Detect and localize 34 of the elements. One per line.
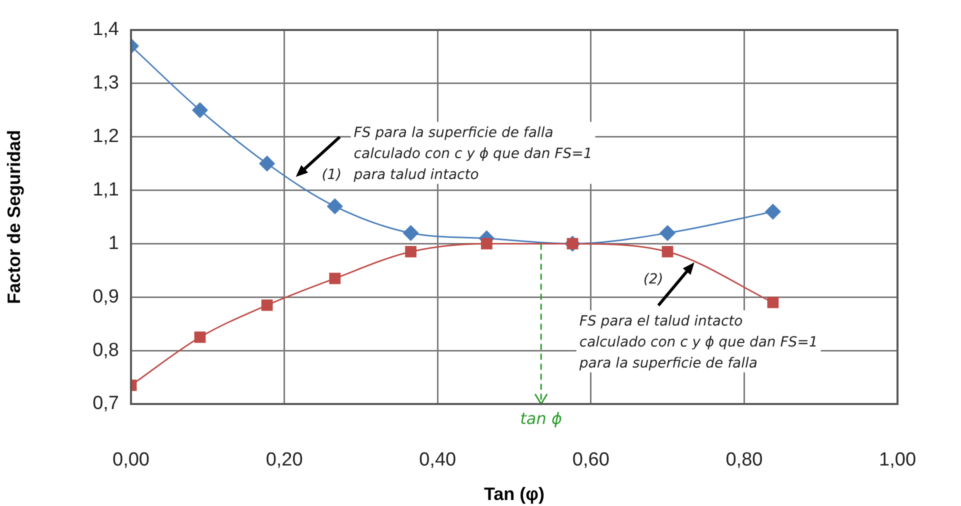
y-tick-label: 1 (108, 232, 119, 254)
x-tick-label: 0,40 (419, 450, 456, 471)
point (765, 204, 781, 220)
y-axis-title: Factor de Seguridad (4, 130, 24, 304)
point (327, 198, 343, 214)
x-axis-title: Tan (φ) (484, 484, 545, 504)
x-tick-label: 0,20 (266, 450, 303, 471)
y-tick-label: 0,9 (92, 286, 119, 308)
y-tick-label: 1,3 (92, 72, 119, 94)
point (405, 246, 416, 258)
point (329, 272, 341, 284)
point (660, 225, 676, 241)
point (194, 332, 206, 343)
y-tick-label: 1,2 (92, 126, 119, 148)
point (767, 296, 779, 308)
point (403, 225, 419, 241)
point (259, 156, 275, 172)
annotation: FS para la superficie de falla calculado con c y ϕ que dan FS=1 para talud intacto (352, 124, 592, 183)
point (192, 102, 208, 118)
x-tick-label: 0,80 (726, 450, 763, 471)
point (261, 299, 273, 311)
annotation: FS para el talud intacto calculado con c y ϕ que dan FS=1 para la superficie de falla (578, 313, 818, 372)
annotation: (1) (322, 166, 342, 183)
y-tick-label: 0,7 (92, 393, 119, 414)
y-tick-label: 1,4 (92, 19, 120, 40)
x-tick-label: 1,00 (879, 450, 916, 471)
y-tick-label: 1,1 (92, 180, 119, 201)
annotation: (2) (643, 271, 664, 288)
x-tick-label: 0,00 (112, 450, 150, 471)
point (662, 246, 674, 258)
y-tick-label: 0,8 (92, 340, 119, 361)
point (480, 238, 492, 250)
ref-line-label: tan ϕ (520, 409, 562, 428)
x-tick-label: 0,60 (572, 450, 610, 471)
